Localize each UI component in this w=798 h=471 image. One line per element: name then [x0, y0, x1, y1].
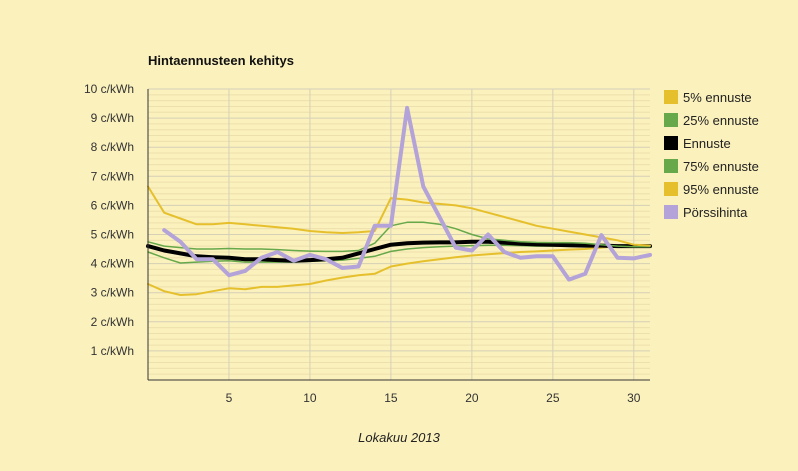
series-layer — [146, 105, 652, 296]
legend-label: 75% ennuste — [683, 159, 759, 174]
chart-title: Hintaennusteen kehitys — [148, 53, 294, 68]
legend-swatch — [664, 113, 678, 127]
y-tick-label: 4 c/kWh — [91, 257, 134, 271]
x-axis-label: Lokakuu 2013 — [358, 430, 440, 445]
x-tick-label: 25 — [546, 391, 560, 405]
legend-label: 95% ennuste — [683, 182, 759, 197]
legend: 5% ennuste 25% ennuste Ennuste 75% ennuste 9… — [664, 90, 759, 220]
x-tick-label: 20 — [465, 391, 479, 405]
series-line-5 — [162, 105, 652, 282]
legend-swatch — [664, 205, 678, 219]
legend-swatch — [664, 159, 678, 173]
y-tick-label: 9 c/kWh — [91, 111, 134, 125]
y-tick-label: 2 c/kWh — [91, 315, 134, 329]
y-tick-label: 8 c/kWh — [91, 140, 134, 154]
legend-swatch — [664, 136, 678, 150]
y-tick-label: 1 c/kWh — [91, 344, 134, 358]
y-tick-label: 5 c/kWh — [91, 228, 134, 242]
series-line-2 — [146, 239, 652, 263]
series-line-0 — [147, 244, 651, 296]
legend-label: 25% ennuste — [683, 113, 759, 128]
grid — [148, 88, 650, 380]
legend-swatch — [664, 90, 678, 104]
y-tick-label: 6 c/kWh — [91, 198, 134, 212]
y-tick-label: 10 c/kWh — [84, 82, 134, 96]
legend-label: 5% ennuste — [683, 90, 752, 105]
axes: 1 c/kWh 2 c/kWh 3 c/kWh 4 c/kWh 5 c/kWh 6 c/k… — [84, 82, 650, 405]
y-tick-label: 3 c/kWh — [91, 286, 134, 300]
series-line-3 — [147, 221, 651, 253]
legend-label: Pörssihinta — [683, 205, 748, 220]
series-line-4 — [147, 185, 651, 247]
x-tick-label: 30 — [627, 391, 641, 405]
y-tick-label: 7 c/kWh — [91, 169, 134, 183]
legend-label: Ennuste — [683, 136, 731, 151]
legend-swatch — [664, 182, 678, 196]
x-tick-label: 5 — [226, 391, 233, 405]
x-tick-label: 15 — [384, 391, 398, 405]
x-tick-label: 10 — [303, 391, 317, 405]
